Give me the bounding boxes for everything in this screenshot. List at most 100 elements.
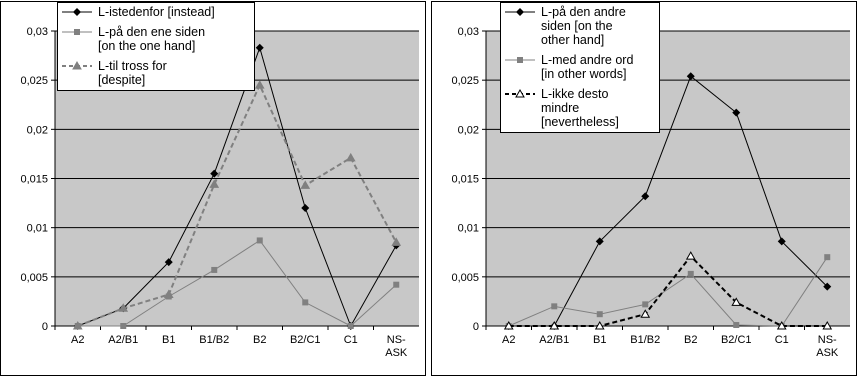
x-tick-label: B2/C1	[720, 334, 752, 346]
marker	[776, 320, 787, 330]
x-tick-label: A2/B1	[539, 334, 570, 346]
marker	[209, 179, 220, 188]
series-line	[508, 256, 828, 327]
legend-entry: L-på den andre siden [on the other hand]	[503, 5, 655, 47]
y-tick-label: 0	[473, 321, 479, 333]
legend-swatch	[505, 88, 535, 98]
x-tick-label: A2/B1	[108, 334, 139, 346]
y-tick-label: 0,025	[451, 75, 479, 87]
x-tick-label: B1	[593, 334, 607, 346]
marker	[74, 29, 80, 35]
y-tick-label: 0,02	[458, 124, 479, 136]
y-tick-label: 0,015	[20, 174, 48, 186]
x-tick-label: C1	[774, 334, 789, 346]
marker	[300, 180, 311, 189]
marker	[516, 8, 524, 16]
y-tick-label: 0,025	[20, 75, 48, 87]
marker	[393, 281, 400, 288]
x-tick-label: B2/C1	[289, 334, 321, 346]
y-tick-label: 0,015	[451, 174, 479, 186]
legend-swatch	[505, 57, 535, 63]
marker	[517, 57, 523, 63]
marker	[595, 237, 604, 246]
marker	[302, 299, 309, 306]
x-tick-label: C1	[343, 334, 358, 346]
series-line	[77, 82, 398, 327]
legend-swatch	[505, 8, 535, 16]
marker	[515, 88, 525, 98]
marker	[164, 258, 173, 267]
marker	[210, 169, 219, 178]
marker	[687, 270, 694, 277]
marker	[118, 303, 129, 312]
legend-entry: L-istedenfor [instead]	[60, 5, 250, 19]
marker	[255, 43, 264, 52]
legend-label: L-ikke desto mindre [nevertheless]	[541, 87, 619, 129]
series-line	[77, 239, 397, 327]
series-line	[77, 46, 397, 328]
x-tick-label: B1	[162, 334, 176, 346]
legend-label: L-til tross for [despite]	[98, 59, 167, 87]
x-tick-label: B2	[684, 334, 698, 346]
marker	[641, 192, 650, 201]
y-tick-label: 0,03	[458, 26, 479, 38]
legend-entry: L-til tross for [despite]	[60, 59, 250, 87]
marker	[256, 237, 263, 244]
marker	[822, 320, 833, 330]
legend-label: L-på den andre siden [on the other hand]	[541, 5, 626, 47]
legend-swatch	[62, 29, 92, 35]
marker	[549, 320, 560, 330]
y-tick-label: 0,03	[27, 26, 48, 38]
marker	[254, 80, 265, 89]
legend-swatch	[62, 8, 92, 16]
legend-label: L-istedenfor [instead]	[98, 5, 215, 19]
x-tick-label: B2	[253, 334, 267, 346]
x-tick-label: NS-ASK	[816, 334, 839, 359]
marker	[733, 322, 740, 329]
x-tick-label: A2	[71, 334, 85, 346]
marker	[301, 204, 310, 212]
y-tick-label: 0,02	[27, 124, 48, 136]
marker	[731, 297, 742, 306]
chart-panel: 0 0,005 0,01 0,015 0,02 0,025 0,03 A2 A2/B1 B1 B1/…	[0, 1, 426, 376]
marker	[596, 311, 603, 318]
marker	[503, 320, 514, 330]
x-tick-label: A2	[502, 334, 516, 346]
legend: L-istedenfor [instead] L-på den ene siden…	[57, 2, 255, 91]
marker	[72, 320, 83, 330]
legend-entry: L-med andre ord [in other words]	[503, 53, 655, 81]
y-tick-label: 0,005	[20, 272, 48, 284]
marker	[642, 301, 649, 308]
marker	[163, 289, 174, 299]
x-tick-label: B1/B2	[199, 334, 230, 346]
legend-entry: L-ikke desto mindre [nevertheless]	[503, 87, 655, 129]
x-tick-label: NS-ASK	[385, 334, 408, 359]
legend-swatch	[62, 60, 92, 70]
legend-label: L-med andre ord [in other words]	[541, 53, 634, 81]
legend: L-på den andre siden [on the other hand]…	[500, 2, 660, 133]
marker	[594, 320, 605, 330]
marker	[686, 72, 695, 81]
series-line	[508, 75, 828, 327]
marker	[73, 8, 81, 16]
marker	[347, 323, 354, 329]
y-tick-label: 0,01	[458, 223, 479, 235]
marker	[640, 309, 651, 318]
marker	[345, 152, 356, 162]
legend-label: L-på den ene siden [on the one hand]	[98, 25, 206, 53]
marker	[120, 323, 127, 329]
chart-panel: 0 0,005 0,01 0,015 0,02 0,025 0,03 A2 A2/B1 B1 B1/…	[431, 1, 857, 376]
marker	[823, 282, 832, 291]
marker	[72, 60, 82, 70]
x-tick-label: B1/B2	[630, 334, 661, 346]
marker	[211, 266, 218, 273]
y-tick-label: 0,01	[27, 223, 48, 235]
marker	[551, 303, 558, 310]
y-tick-label: 0,005	[451, 272, 479, 284]
y-tick-label: 0	[42, 321, 48, 333]
legend-entry: L-på den ene siden [on the one hand]	[60, 25, 250, 53]
marker	[391, 237, 402, 246]
marker	[685, 251, 696, 260]
marker	[824, 254, 831, 261]
